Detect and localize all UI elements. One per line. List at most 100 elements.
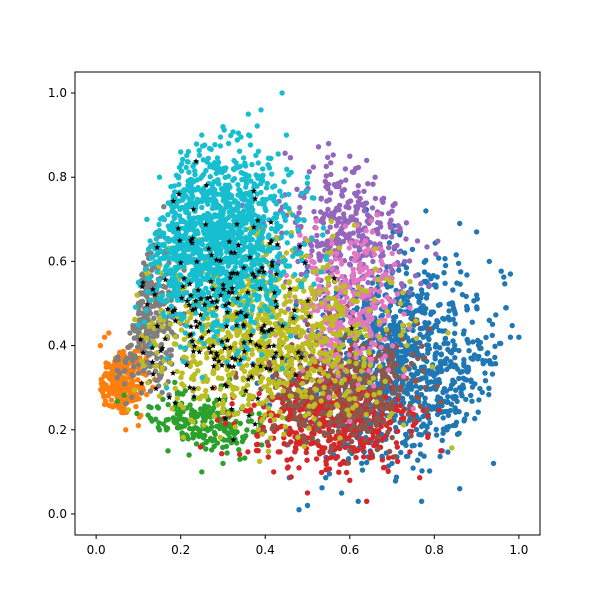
data-point: [157, 427, 162, 432]
data-point: [231, 387, 236, 392]
data-point: [314, 225, 319, 230]
data-point: [326, 280, 331, 285]
data-point: [433, 251, 438, 256]
data-point: [361, 189, 366, 194]
data-point: [132, 317, 137, 322]
data-point: [208, 410, 213, 415]
data-point: [344, 470, 349, 475]
data-point: [424, 424, 429, 429]
data-point: [330, 429, 335, 434]
data-point: [338, 179, 343, 184]
data-point: [306, 426, 311, 431]
data-point: [252, 320, 257, 325]
data-point: [426, 320, 431, 325]
data-point: [346, 460, 351, 465]
data-point: [469, 399, 474, 404]
data-point: [369, 333, 374, 338]
data-point: [360, 346, 365, 351]
data-point: [361, 356, 366, 361]
data-point: [338, 310, 343, 315]
data-point: [378, 258, 383, 263]
data-point: [293, 415, 298, 420]
data-point: [106, 330, 111, 335]
data-point: [306, 411, 311, 416]
data-point: [459, 393, 464, 398]
data-point: [451, 306, 456, 311]
data-point: [476, 410, 481, 415]
data-point: [233, 424, 238, 429]
data-point: [474, 229, 479, 234]
data-point: [397, 387, 402, 392]
data-point: [326, 141, 331, 146]
data-point: [351, 230, 356, 235]
data-point: [329, 350, 334, 355]
data-point: [343, 445, 348, 450]
data-point: [281, 283, 286, 288]
data-point: [437, 454, 442, 459]
data-point: [398, 450, 403, 455]
data-point: [406, 322, 411, 327]
data-point: [164, 356, 169, 361]
data-point: [402, 259, 407, 264]
data-point: [367, 418, 372, 423]
data-point: [332, 378, 337, 383]
data-point: [445, 449, 450, 454]
data-point: [445, 341, 450, 346]
data-point: [430, 369, 435, 374]
data-point: [301, 444, 306, 449]
data-point: [336, 207, 341, 212]
data-point: [331, 386, 336, 391]
data-point: [196, 434, 201, 439]
data-point: [339, 364, 344, 369]
data-point: [242, 369, 247, 374]
data-point: [357, 330, 362, 335]
data-point: [364, 158, 369, 163]
data-point: [160, 324, 165, 329]
data-point: [354, 305, 359, 310]
data-point: [260, 339, 265, 344]
data-point: [327, 304, 332, 309]
data-point: [195, 414, 200, 419]
data-point: [348, 364, 353, 369]
data-point: [276, 380, 281, 385]
data-point: [394, 243, 399, 248]
data-point: [256, 149, 261, 154]
data-point: [144, 336, 149, 341]
data-point: [315, 438, 320, 443]
data-point: [414, 346, 419, 351]
data-point: [418, 281, 423, 286]
data-point: [317, 421, 322, 426]
data-point: [347, 245, 352, 250]
data-point: [272, 417, 277, 422]
data-point: [391, 322, 396, 327]
data-point: [487, 318, 492, 323]
data-point: [411, 423, 416, 428]
data-point: [399, 332, 404, 337]
data-point: [356, 322, 361, 327]
data-point: [290, 327, 295, 332]
data-point: [415, 356, 420, 361]
data-point: [359, 461, 364, 466]
data-point: [343, 177, 348, 182]
data-point: [292, 410, 297, 415]
data-point: [265, 439, 270, 444]
data-point: [360, 447, 365, 452]
data-point: [407, 449, 412, 454]
data-point: [381, 406, 386, 411]
data-point: [354, 255, 359, 260]
data-point: [156, 420, 161, 425]
data-point: [305, 490, 310, 495]
data-point: [378, 345, 383, 350]
data-point: [371, 375, 376, 380]
data-point: [323, 317, 328, 322]
data-point: [360, 267, 365, 272]
data-point: [377, 334, 382, 339]
data-point: [257, 411, 262, 416]
data-point: [173, 334, 178, 339]
data-point: [339, 261, 344, 266]
data-point: [387, 449, 392, 454]
data-point: [294, 379, 299, 384]
data-point: [202, 433, 207, 438]
data-point: [438, 448, 443, 453]
data-point: [284, 230, 289, 235]
